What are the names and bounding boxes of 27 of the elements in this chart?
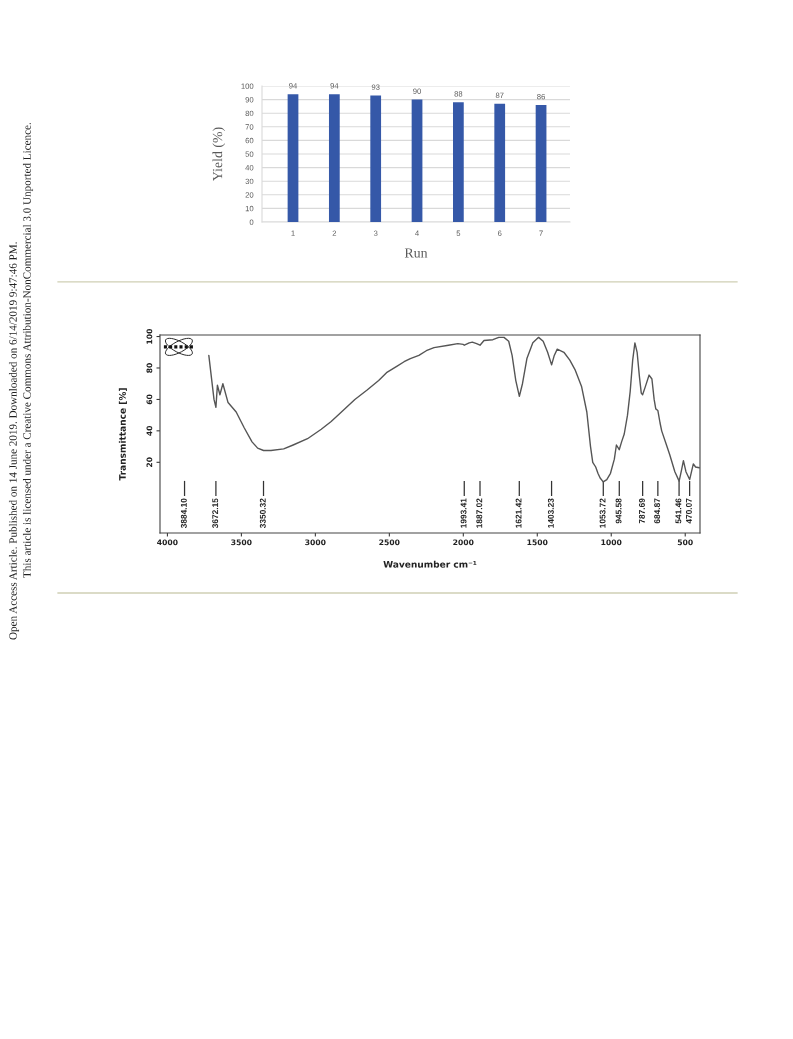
ref-line-label: 1403.23	[547, 498, 554, 528]
x-axis-title: Run	[404, 248, 428, 258]
ref-line-label: 1993.41	[460, 498, 467, 528]
ref-line-label: 1053.72	[599, 498, 606, 528]
ref-line-label: 1621.42	[515, 498, 522, 528]
ref-line-label: 684.87	[654, 498, 661, 524]
y-axis-title: Transmittance [%]	[118, 388, 127, 481]
bar	[287, 94, 299, 222]
ref-line-label: 470.07	[685, 498, 692, 524]
bar	[411, 99, 423, 222]
bar	[494, 103, 506, 222]
ref-line-label: 3884.10	[180, 498, 187, 529]
ref-line-label: 3672.15	[212, 498, 219, 529]
ref-line-label: 1887.02	[476, 498, 483, 528]
ref-line-label: 945.58	[615, 498, 622, 524]
line-series	[208, 336, 700, 483]
text: This article is licensed under a Creative Commons Attribution-NonCommercial 3.0 Unported Licence.	[22, 122, 34, 578]
ref-line-label: 3350.32	[259, 498, 266, 529]
y-axis-title: Yield (%)	[212, 127, 226, 182]
bar	[535, 105, 547, 222]
x-axis-title: Wavenumber cm⁻¹	[383, 560, 477, 568]
bar	[453, 102, 464, 222]
bar	[370, 95, 382, 222]
ref-line-label: 787.69	[638, 498, 645, 524]
bar	[328, 94, 340, 222]
ref-line-label: 541.46	[675, 498, 682, 524]
text: Open Access Article. Published on 14 June 2019. Downloaded on 6/14/2019 9:47:46 PM.	[8, 242, 20, 640]
